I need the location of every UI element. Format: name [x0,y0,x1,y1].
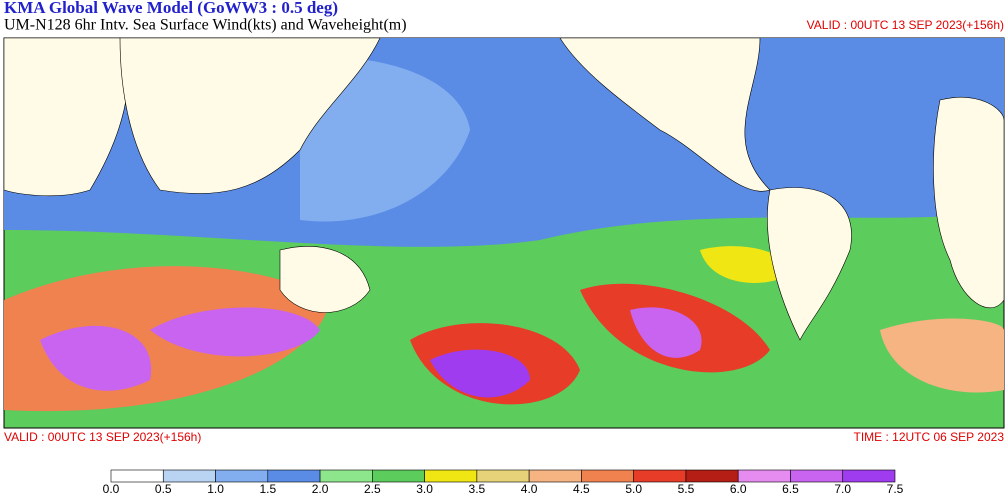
subtitle: UM-N128 6hr Intv. Sea Surface Wind(kts) … [4,17,407,34]
colorbar-cell [633,469,687,483]
colorbar-cell [162,469,216,483]
colorbar-label: 7.0 [834,482,851,496]
colorbar-cell [267,469,321,483]
valid-top: VALID : 00UTC 13 SEP 2023(+156h) [807,18,1004,32]
colorbar-cell [215,469,269,483]
ocean-calm [300,57,470,222]
colorbar-label: 0.5 [155,482,172,496]
colorbar-cell [110,469,164,483]
colorbar-cell [842,469,896,483]
colorbar-cell [424,469,478,483]
colorbar-cell [790,469,844,483]
colorbar-label: 5.0 [625,482,642,496]
wave-peak-4 [630,307,702,358]
colorbar-cell [476,469,530,483]
colorbar-label: 4.5 [573,482,590,496]
wave-mid-1 [700,246,790,283]
colorbar-label: 3.0 [416,482,433,496]
colorbar-label: 1.0 [207,482,224,496]
issue-time: TIME : 12UTC 06 SEP 2023 [853,430,1004,444]
map [3,37,1005,429]
wave-peak-1 [40,325,152,391]
land-eurasia [119,37,381,194]
wave-peak-2 [150,307,320,357]
colorbar-cell [319,469,373,483]
colorbar-label: 6.0 [730,482,747,496]
colorbar-label: 3.5 [469,482,486,496]
wave-peak-3 [430,349,530,398]
title: KMA Global Wave Model (GoWW3 : 0.5 deg) [4,0,338,17]
colorbar-cell [581,469,634,483]
colorbar-label: 0.0 [103,482,120,496]
colorbar-label: 1.5 [259,482,276,496]
land-south-america [767,187,852,341]
colorbar-cell [685,469,739,483]
colorbar-label: 4.0 [521,482,538,496]
colorbar-cell [528,469,582,483]
valid-bottom: VALID : 00UTC 13 SEP 2023(+156h) [4,430,201,444]
colorbar: 0.0 0.5 1.0 1.5 2.0 2.5 3.0 3.5 4.0 4.5 5.0 5.5 6.0 6… [103,469,904,496]
colorbar-label: 2.0 [312,482,329,496]
colorbar-label: 2.5 [364,482,381,496]
land-north-america [559,37,771,192]
wave-high-4 [880,318,1004,393]
land-australia [279,246,371,313]
land-africa [933,96,1005,309]
colorbar-cell [737,469,791,483]
colorbar-cell [372,469,425,483]
colorbar-label: 5.5 [678,482,695,496]
colorbar-label: 6.5 [782,482,799,496]
colorbar-label: 7.5 [887,482,904,496]
